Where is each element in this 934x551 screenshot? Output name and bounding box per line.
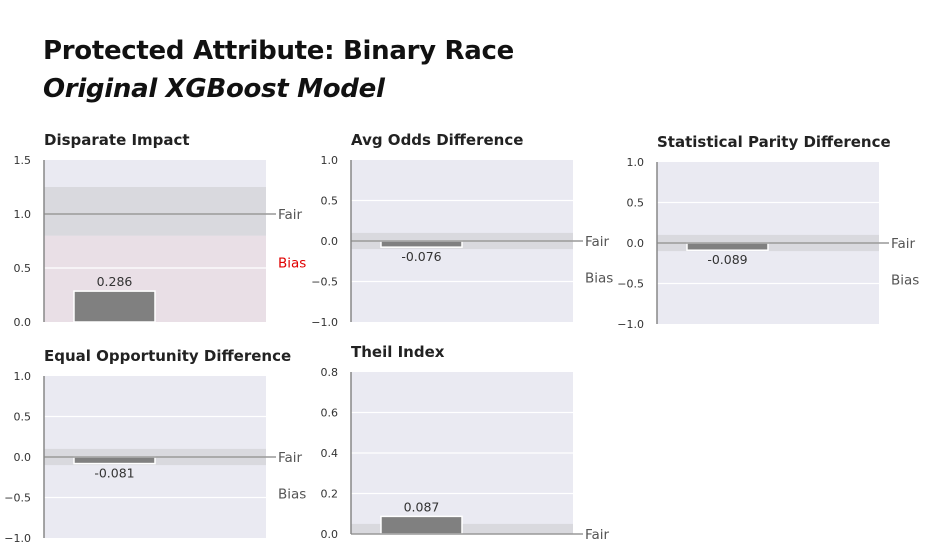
chart-1-ytick-label: 0.5: [14, 262, 32, 275]
chart-1-ytick-label: 1.5: [14, 154, 32, 167]
chart-1-value-label: 0.286: [97, 274, 133, 289]
chart-3-ytick-label: 1.0: [627, 156, 645, 169]
chart-1-bar: [73, 290, 156, 323]
chart-2-ytick-label: 0.5: [321, 195, 339, 208]
chart-2-ytick-label: −0.5: [311, 276, 338, 289]
chart-3-ytick-label: 0.0: [627, 237, 645, 250]
chart-2-ytick-label: −1.0: [311, 316, 338, 329]
chart-1-fair-band: [44, 187, 266, 236]
chart-5-ytick-label: 0.4: [321, 447, 339, 460]
chart-4-ytick-label: 0.0: [14, 451, 32, 464]
chart-1-ytick-label: 1.0: [14, 208, 32, 221]
chart-3-ytick-label: −1.0: [617, 318, 644, 331]
chart-4-bar: [73, 456, 156, 465]
chart-1-ytick-label: 0.0: [14, 316, 32, 329]
chart-1-title: Disparate Impact: [44, 131, 190, 149]
chart-3-fair-label: Fair: [891, 236, 916, 252]
chart-2-ytick-label: 0.0: [321, 235, 339, 248]
chart-4-title: Equal Opportunity Difference: [44, 347, 291, 365]
chart-4-ytick-label: −0.5: [4, 492, 31, 505]
chart-4-ytick-label: −1.0: [4, 532, 31, 545]
chart-4-ytick-label: 1.0: [14, 370, 32, 383]
chart-2-bar: [380, 240, 463, 248]
chart-2-bias-label: Bias: [585, 270, 613, 286]
chart-5-ytick-label: 0.8: [321, 366, 339, 379]
chart-5-bar: [380, 515, 463, 535]
chart-3-ytick-label: −0.5: [617, 278, 644, 291]
chart-4-ytick-label: 0.5: [14, 411, 32, 424]
chart-5-title: Theil Index: [351, 343, 445, 361]
chart-3-title: Statistical Parity Difference: [657, 133, 891, 151]
chart-5-value-label: 0.087: [404, 499, 440, 514]
chart-3-bias-label: Bias: [891, 272, 919, 288]
chart-5-ytick-label: 0.6: [321, 407, 339, 420]
page-subtitle: Original XGBoost Model: [43, 74, 385, 104]
chart-4-value-label: -0.081: [94, 466, 134, 481]
chart-4-bias-label: Bias: [278, 486, 306, 502]
chart-5-ytick-label: 0.0: [321, 528, 339, 541]
chart-3-bar: [686, 242, 769, 251]
chart-1-fair-label: Fair: [278, 207, 303, 223]
chart-3-ytick-label: 0.5: [627, 197, 645, 210]
chart-2-value-label: -0.076: [401, 249, 441, 264]
chart-1-bias-label: Bias: [278, 256, 306, 272]
chart-2-fair-label: Fair: [585, 234, 610, 250]
chart-3-value-label: -0.089: [707, 252, 747, 267]
chart-2-title: Avg Odds Difference: [351, 131, 523, 149]
chart-5-fair-label: Fair: [585, 527, 610, 543]
page-title: Protected Attribute: Binary Race: [43, 36, 514, 66]
chart-2-ytick-label: 1.0: [321, 154, 339, 167]
chart-4-fair-label: Fair: [278, 450, 303, 466]
chart-5-ytick-label: 0.2: [321, 488, 339, 501]
